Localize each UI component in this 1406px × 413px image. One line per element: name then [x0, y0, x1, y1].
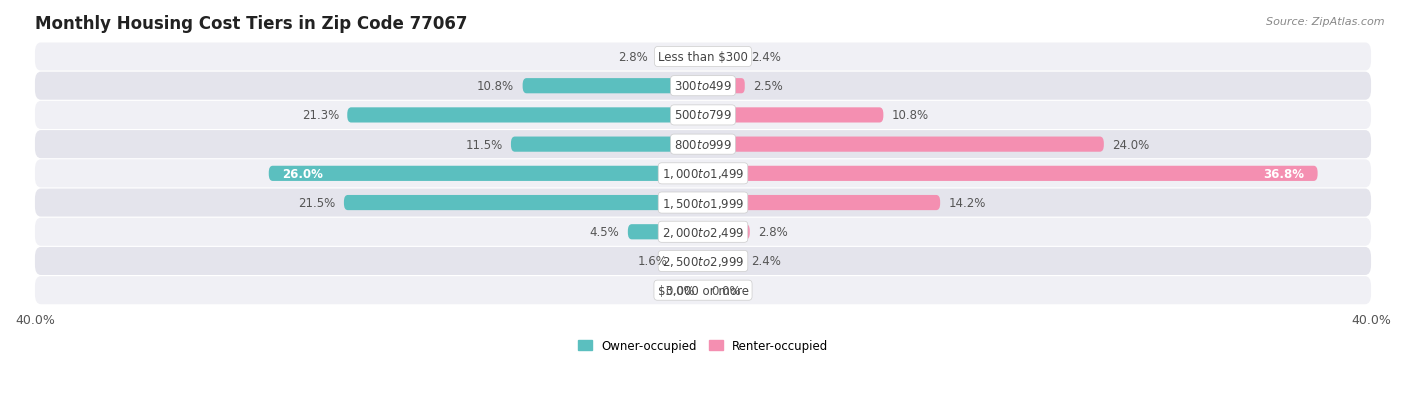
- FancyBboxPatch shape: [628, 225, 703, 240]
- Text: 1.6%: 1.6%: [638, 255, 668, 268]
- Text: 10.8%: 10.8%: [891, 109, 929, 122]
- Legend: Owner-occupied, Renter-occupied: Owner-occupied, Renter-occupied: [572, 335, 834, 357]
- Text: 0.0%: 0.0%: [665, 284, 695, 297]
- Text: 2.5%: 2.5%: [754, 80, 783, 93]
- Text: 2.4%: 2.4%: [751, 255, 782, 268]
- Text: $500 to $799: $500 to $799: [673, 109, 733, 122]
- Text: Less than $300: Less than $300: [658, 51, 748, 64]
- Text: 36.8%: 36.8%: [1263, 167, 1305, 180]
- FancyBboxPatch shape: [703, 137, 1104, 152]
- FancyBboxPatch shape: [703, 79, 745, 94]
- FancyBboxPatch shape: [703, 195, 941, 211]
- Text: Source: ZipAtlas.com: Source: ZipAtlas.com: [1267, 17, 1385, 26]
- Text: 24.0%: 24.0%: [1112, 138, 1150, 151]
- FancyBboxPatch shape: [703, 254, 744, 269]
- FancyBboxPatch shape: [35, 73, 1371, 100]
- Text: $300 to $499: $300 to $499: [673, 80, 733, 93]
- Text: 2.4%: 2.4%: [751, 51, 782, 64]
- Text: $2,000 to $2,499: $2,000 to $2,499: [662, 225, 744, 239]
- FancyBboxPatch shape: [703, 50, 744, 65]
- Text: Monthly Housing Cost Tiers in Zip Code 77067: Monthly Housing Cost Tiers in Zip Code 7…: [35, 15, 467, 33]
- Text: 11.5%: 11.5%: [465, 138, 502, 151]
- FancyBboxPatch shape: [35, 102, 1371, 130]
- Text: $1,500 to $1,999: $1,500 to $1,999: [662, 196, 744, 210]
- Text: 10.8%: 10.8%: [477, 80, 515, 93]
- FancyBboxPatch shape: [35, 189, 1371, 217]
- Text: 21.3%: 21.3%: [302, 109, 339, 122]
- Text: 0.0%: 0.0%: [711, 284, 741, 297]
- FancyBboxPatch shape: [703, 225, 749, 240]
- FancyBboxPatch shape: [35, 218, 1371, 246]
- FancyBboxPatch shape: [344, 195, 703, 211]
- FancyBboxPatch shape: [35, 131, 1371, 159]
- Text: 21.5%: 21.5%: [298, 197, 336, 209]
- Text: $800 to $999: $800 to $999: [673, 138, 733, 151]
- FancyBboxPatch shape: [35, 43, 1371, 71]
- FancyBboxPatch shape: [510, 137, 703, 152]
- Text: $2,500 to $2,999: $2,500 to $2,999: [662, 254, 744, 268]
- FancyBboxPatch shape: [676, 254, 703, 269]
- Text: $3,000 or more: $3,000 or more: [658, 284, 748, 297]
- Text: 26.0%: 26.0%: [283, 167, 323, 180]
- FancyBboxPatch shape: [657, 50, 703, 65]
- FancyBboxPatch shape: [35, 276, 1371, 304]
- Text: 2.8%: 2.8%: [619, 51, 648, 64]
- FancyBboxPatch shape: [269, 166, 703, 181]
- FancyBboxPatch shape: [703, 166, 1317, 181]
- FancyBboxPatch shape: [523, 79, 703, 94]
- FancyBboxPatch shape: [35, 247, 1371, 275]
- Text: 4.5%: 4.5%: [589, 226, 620, 239]
- Text: $1,000 to $1,499: $1,000 to $1,499: [662, 167, 744, 181]
- Text: 14.2%: 14.2%: [949, 197, 986, 209]
- FancyBboxPatch shape: [35, 160, 1371, 188]
- FancyBboxPatch shape: [347, 108, 703, 123]
- Text: 2.8%: 2.8%: [758, 226, 787, 239]
- FancyBboxPatch shape: [703, 108, 883, 123]
